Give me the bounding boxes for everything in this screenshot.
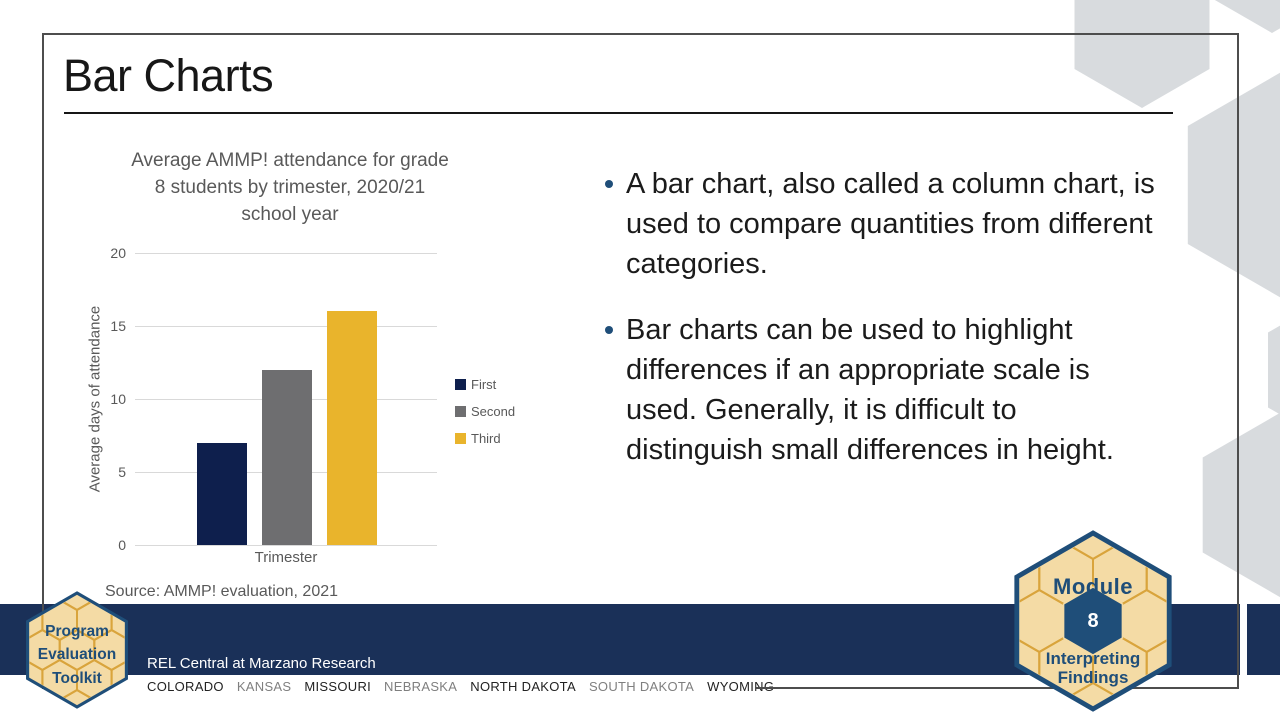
bar-second <box>262 369 312 545</box>
grid-line <box>135 545 437 546</box>
honeycomb-cell <box>29 658 44 702</box>
title-underline <box>64 112 1173 114</box>
page-title: Bar Charts <box>63 50 274 101</box>
bullet-item: A bar chart, also called a column chart,… <box>605 164 1170 284</box>
organization-label: REL Central at Marzano Research <box>147 655 376 672</box>
bullet-item: Bar charts can be used to highlight diff… <box>605 310 1170 470</box>
state-label: MISSOURI <box>304 679 372 694</box>
background-hexagon <box>1202 412 1280 598</box>
y-tick-label: 5 <box>118 464 126 480</box>
honeycomb-cell <box>1019 635 1041 700</box>
honeycomb-cell <box>110 658 125 702</box>
state-label: SOUTH DAKOTA <box>588 679 695 694</box>
chart-source-note: Source: AMMP! evaluation, 2021 <box>105 583 339 600</box>
logo-outer-hexagon <box>26 591 128 709</box>
honeycomb-cell <box>1019 536 1068 561</box>
states-list: COLORADO KANSAS MISSOURI NEBRASKA NORTH DAKO… <box>147 678 787 696</box>
bullet-dot-icon <box>605 180 613 188</box>
module-subtitle: Findings <box>1057 668 1129 687</box>
legend-item: First <box>455 376 497 392</box>
honeycomb-cell <box>1145 635 1167 700</box>
legend-item: Second <box>455 403 516 419</box>
state-label: WYOMING <box>707 679 775 694</box>
module-number-hexagon <box>1062 586 1124 656</box>
background-hexagon <box>1187 72 1280 298</box>
state-label: KANSAS <box>236 679 292 694</box>
state-label: NORTH DAKOTA <box>470 679 576 694</box>
module-number: 8 <box>1087 610 1099 632</box>
slide-border-right <box>1237 33 1239 689</box>
y-tick-label: 15 <box>110 318 126 334</box>
bar-third <box>327 311 377 545</box>
grid-line <box>135 253 437 254</box>
chart-title: Average AMMP! attendance for grade 8 stu… <box>131 150 449 225</box>
legend-label: First <box>471 376 497 392</box>
legend-label: Second <box>471 403 516 419</box>
state-label: COLORADO <box>147 679 224 694</box>
module-badge-title: Module <box>1053 574 1133 599</box>
module-subtitle: Interpreting <box>1045 649 1141 668</box>
legend-swatch <box>455 405 466 417</box>
honeycomb-cell <box>1118 536 1167 561</box>
bullet-dot-icon <box>605 326 613 334</box>
honeycomb-cell <box>1065 536 1121 561</box>
slide-border-top <box>42 33 1239 35</box>
bullet-list: A bar chart, also called a column chart,… <box>605 164 1170 470</box>
footer-bar-gap <box>1240 604 1247 675</box>
honeycomb-cell <box>58 595 96 612</box>
slide-border-left <box>42 33 44 689</box>
legend-item: Third <box>455 430 501 446</box>
x-axis-title: Trimester <box>254 549 318 566</box>
bar-first <box>197 442 247 545</box>
y-tick-label: 0 <box>118 537 126 553</box>
y-tick-label: 20 <box>110 245 126 261</box>
background-hexagon <box>1074 0 1210 108</box>
grid-line <box>135 326 437 327</box>
toolkit-logo-text: Program <box>45 623 109 640</box>
legend-swatch <box>455 378 466 390</box>
bullet-text: A bar chart, also called a column chart,… <box>626 168 1155 280</box>
toolkit-logo-text: Evaluation <box>37 646 117 663</box>
background-hexagon <box>1214 0 1280 33</box>
slide-border-bottom <box>755 687 1239 689</box>
toolkit-logo-text: Toolkit <box>52 670 102 687</box>
state-label: NEBRASKA <box>384 679 458 694</box>
legend-swatch <box>455 432 466 444</box>
y-tick-label: 10 <box>110 391 126 407</box>
bullet-text: Bar charts can be used to highlight diff… <box>626 314 1114 466</box>
legend-label: Third <box>471 430 501 446</box>
background-hexagon <box>1268 325 1280 415</box>
